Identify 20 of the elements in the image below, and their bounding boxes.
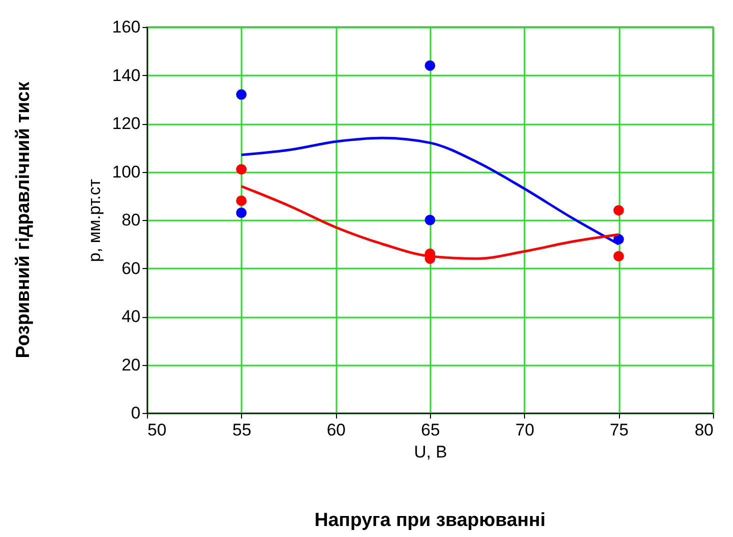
text: Розривний гідравлічний тиск (13, 82, 35, 358)
y-tick-label: 140 (112, 66, 140, 85)
x-tick-label: 65 (421, 420, 440, 440)
y-tick-label: 80 (122, 210, 140, 230)
y-tick-label: 40 (122, 307, 140, 326)
text: Напруга при зварюванні (314, 510, 546, 532)
y-tick-label: 160 (112, 18, 140, 36)
y-axis-title: p, мм.рт.ст (85, 178, 104, 262)
y-tick-label: 60 (122, 258, 140, 278)
x-tick-label: 55 (232, 420, 252, 440)
x-axis-title: U, B (414, 442, 448, 462)
x-tick-label: 70 (515, 420, 534, 440)
y-tick-label: 120 (112, 114, 140, 133)
x-tick-label: 60 (326, 420, 346, 440)
y-tick-label: 100 (112, 162, 140, 182)
y-tick-label: 0 (131, 404, 140, 422)
x-tick-label: 50 (148, 420, 166, 440)
x-tick-label: 75 (610, 420, 629, 440)
y-tick-label: 20 (122, 355, 140, 374)
x-tick-label: 80 (694, 420, 714, 440)
